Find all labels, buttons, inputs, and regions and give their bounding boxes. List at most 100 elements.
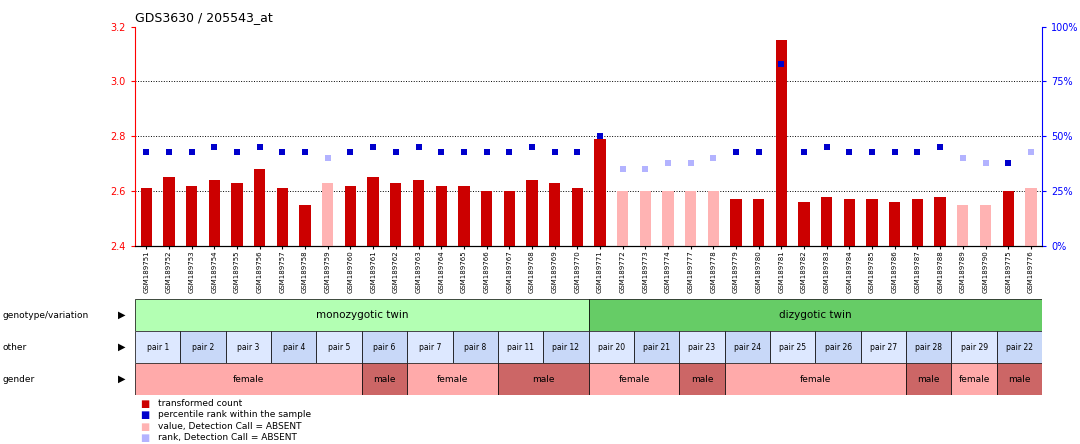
Text: pair 1: pair 1 (147, 343, 168, 352)
Bar (226, 331, 271, 363)
Bar (526, 180, 538, 246)
Bar (407, 363, 498, 395)
Text: ▶: ▶ (119, 342, 125, 352)
Bar (725, 363, 906, 395)
Bar (753, 199, 765, 246)
Bar (322, 183, 334, 246)
Text: pair 25: pair 25 (779, 343, 807, 352)
Text: pair 26: pair 26 (824, 343, 852, 352)
Bar (549, 183, 561, 246)
Bar (276, 188, 288, 246)
Bar (186, 186, 198, 246)
Bar (271, 331, 316, 363)
Text: male: male (691, 375, 713, 384)
Bar (685, 191, 697, 246)
Text: percentile rank within the sample: percentile rank within the sample (158, 410, 311, 419)
Text: pair 7: pair 7 (419, 343, 441, 352)
Bar (775, 40, 787, 246)
Bar (634, 331, 679, 363)
Text: female: female (232, 375, 265, 384)
Text: male: male (918, 375, 940, 384)
Bar (861, 331, 906, 363)
Text: genotype/variation: genotype/variation (2, 311, 89, 320)
Text: female: female (618, 375, 650, 384)
Text: pair 2: pair 2 (192, 343, 214, 352)
Bar (135, 363, 362, 395)
Text: pair 24: pair 24 (733, 343, 761, 352)
Text: monozygotic twin: monozygotic twin (315, 310, 408, 320)
Text: pair 28: pair 28 (916, 343, 942, 352)
Text: male: male (532, 375, 554, 384)
Bar (957, 205, 969, 246)
Text: pair 23: pair 23 (688, 343, 716, 352)
Bar (135, 299, 589, 331)
Bar (367, 178, 379, 246)
Text: female: female (436, 375, 469, 384)
Bar (458, 186, 470, 246)
Text: pair 11: pair 11 (508, 343, 535, 352)
Bar (571, 188, 583, 246)
Text: pair 12: pair 12 (553, 343, 580, 352)
Text: ■: ■ (140, 433, 150, 444)
Bar (912, 199, 923, 246)
Bar (951, 363, 997, 395)
Bar (140, 188, 152, 246)
Bar (407, 331, 453, 363)
Bar (798, 202, 810, 246)
Bar (997, 363, 1042, 395)
Bar (662, 191, 674, 246)
Bar (231, 183, 243, 246)
Bar (770, 331, 815, 363)
Bar (180, 331, 226, 363)
Bar (1002, 191, 1014, 246)
Bar (906, 331, 951, 363)
Bar (498, 331, 543, 363)
Text: female: female (799, 375, 832, 384)
Bar (821, 197, 833, 246)
Bar (163, 178, 175, 246)
Bar (730, 199, 742, 246)
Bar (316, 331, 362, 363)
Bar (589, 299, 1042, 331)
Text: pair 21: pair 21 (644, 343, 671, 352)
Bar (254, 169, 266, 246)
Bar (815, 331, 861, 363)
Bar (843, 199, 855, 246)
Text: other: other (2, 343, 26, 352)
Text: male: male (1009, 375, 1030, 384)
Text: female: female (958, 375, 990, 384)
Bar (951, 331, 997, 363)
Text: GDS3630 / 205543_at: GDS3630 / 205543_at (135, 11, 273, 24)
Bar (997, 331, 1042, 363)
Text: transformed count: transformed count (158, 399, 242, 408)
Bar (453, 331, 498, 363)
Bar (679, 331, 725, 363)
Bar (413, 180, 424, 246)
Bar (362, 363, 407, 395)
Text: pair 8: pair 8 (464, 343, 486, 352)
Text: ■: ■ (140, 399, 150, 409)
Text: value, Detection Call = ABSENT: value, Detection Call = ABSENT (158, 422, 301, 431)
Bar (208, 180, 220, 246)
Bar (980, 205, 991, 246)
Text: pair 3: pair 3 (238, 343, 259, 352)
Bar (135, 331, 180, 363)
Text: gender: gender (2, 375, 35, 384)
Text: ▶: ▶ (119, 374, 125, 384)
Text: ■: ■ (140, 422, 150, 432)
Bar (617, 191, 629, 246)
Bar (299, 205, 311, 246)
Bar (589, 331, 634, 363)
Text: pair 4: pair 4 (283, 343, 305, 352)
Text: pair 20: pair 20 (597, 343, 625, 352)
Text: male: male (374, 375, 395, 384)
Text: pair 5: pair 5 (328, 343, 350, 352)
Bar (362, 331, 407, 363)
Bar (639, 191, 651, 246)
Bar (594, 139, 606, 246)
Text: pair 29: pair 29 (960, 343, 988, 352)
Bar (435, 186, 447, 246)
Bar (503, 191, 515, 246)
Text: ■: ■ (140, 410, 150, 420)
Bar (543, 331, 589, 363)
